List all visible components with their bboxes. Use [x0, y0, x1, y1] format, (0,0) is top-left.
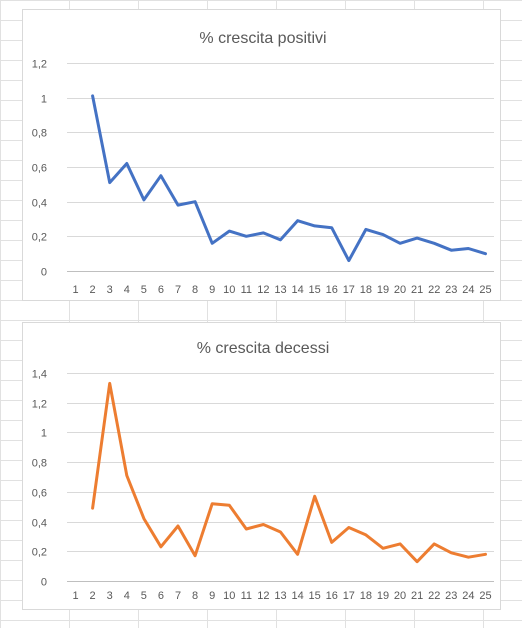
x-tick-label: 25: [479, 590, 491, 602]
x-tick-label: 23: [445, 590, 457, 602]
x-tick-label: 9: [209, 590, 215, 602]
x-tick-label: 22: [428, 590, 440, 602]
y-tick-label: 0,2: [32, 232, 47, 244]
x-tick-label: 23: [445, 284, 457, 296]
series-line: [91, 381, 487, 564]
x-tick-label: 8: [192, 284, 198, 296]
x-tick-label: 21: [411, 284, 423, 296]
x-tick-label: 20: [394, 590, 406, 602]
chart-positivi-plot: % crescita positivi 00,20,40,60,811,21 2 3…: [32, 30, 494, 296]
y-tick-label: 0,8: [32, 458, 47, 470]
x-tick-label: 7: [175, 284, 181, 296]
x-tick-label: 4: [124, 590, 130, 602]
y-tick-label: 1: [41, 94, 47, 106]
x-tick-label: 3: [107, 590, 113, 602]
y-tick-label: 0: [41, 267, 47, 279]
y-tick-label: 1,4: [32, 369, 47, 381]
chart-decessi[interactable]: % crescita decessi 0 0,2 0,4 0,6 0,8 1 1,2 1,4 1…: [22, 322, 501, 610]
x-tick-label: 25: [479, 284, 491, 296]
x-tick-label: 10: [223, 284, 235, 296]
x-tick-label: 3: [107, 284, 113, 296]
x-tick-label: 16: [326, 590, 338, 602]
x-tick-label: 15: [309, 590, 321, 602]
y-tick-label: 1: [41, 428, 47, 440]
x-tick-label: 7: [175, 590, 181, 602]
x-tick-label: 18: [360, 590, 372, 602]
x-tick-label: 15: [309, 284, 321, 296]
x-tick-label: 11: [241, 284, 252, 296]
x-tick-label: 17: [343, 284, 355, 296]
y-tick-label: 0,4: [32, 518, 47, 530]
x-tick-label: 6: [158, 284, 164, 296]
x-tick-label: 24: [462, 590, 474, 602]
y-tick-label: 0,2: [32, 547, 47, 559]
chart-decessi-plot: % crescita decessi 0 0,2 0,4 0,6 0,8 1 1,2 1,4 1…: [32, 340, 494, 602]
chart-title: % crescita positivi: [199, 30, 326, 47]
x-tick-label: 18: [360, 284, 372, 296]
y-tick-label: 0,6: [32, 163, 47, 175]
x-tick-label: 21: [411, 590, 423, 602]
y-tick-label: 0: [41, 577, 47, 589]
x-tick-label: 12: [257, 284, 269, 296]
x-tick-label: 2: [90, 284, 96, 296]
x-tick-label: 1: [72, 590, 78, 602]
y-tick-label: 1,2: [32, 59, 47, 71]
x-tick-label: 14: [291, 284, 303, 296]
x-tick-label: 19: [377, 590, 389, 602]
x-tick-label: 24: [462, 284, 474, 296]
x-tick-label: 20: [394, 284, 406, 296]
x-tick-label: 1: [72, 284, 78, 296]
x-tick-label: 12: [257, 590, 269, 602]
x-tick-label: 8: [192, 590, 198, 602]
x-tick-label: 5: [141, 590, 147, 602]
series-line: [91, 94, 487, 263]
chart-title: % crescita decessi: [197, 340, 330, 357]
x-tick-label: 10: [223, 590, 235, 602]
x-tick-label: 13: [274, 284, 286, 296]
x-tick-label: 11: [241, 590, 252, 602]
x-tick-label: 16: [326, 284, 338, 296]
x-tick-label: 9: [209, 284, 215, 296]
x-tick-label: 22: [428, 284, 440, 296]
y-tick-label: 0,8: [32, 128, 47, 140]
chart-positivi[interactable]: % crescita positivi 0 0,2 0,4 0,6 0,8 1 1,2 1 2 3…: [22, 9, 501, 301]
x-tick-label: 5: [141, 284, 147, 296]
x-tick-label: 4: [124, 284, 130, 296]
y-tick-label: 0,6: [32, 488, 47, 500]
x-tick-label: 17: [343, 590, 355, 602]
y-tick-label: 0,4: [32, 198, 47, 210]
x-tick-label: 13: [274, 590, 286, 602]
x-tick-label: 19: [377, 284, 389, 296]
x-tick-label: 2: [90, 590, 96, 602]
y-tick-label: 1,2: [32, 399, 47, 411]
x-tick-label: 6: [158, 590, 164, 602]
x-tick-label: 14: [291, 590, 303, 602]
